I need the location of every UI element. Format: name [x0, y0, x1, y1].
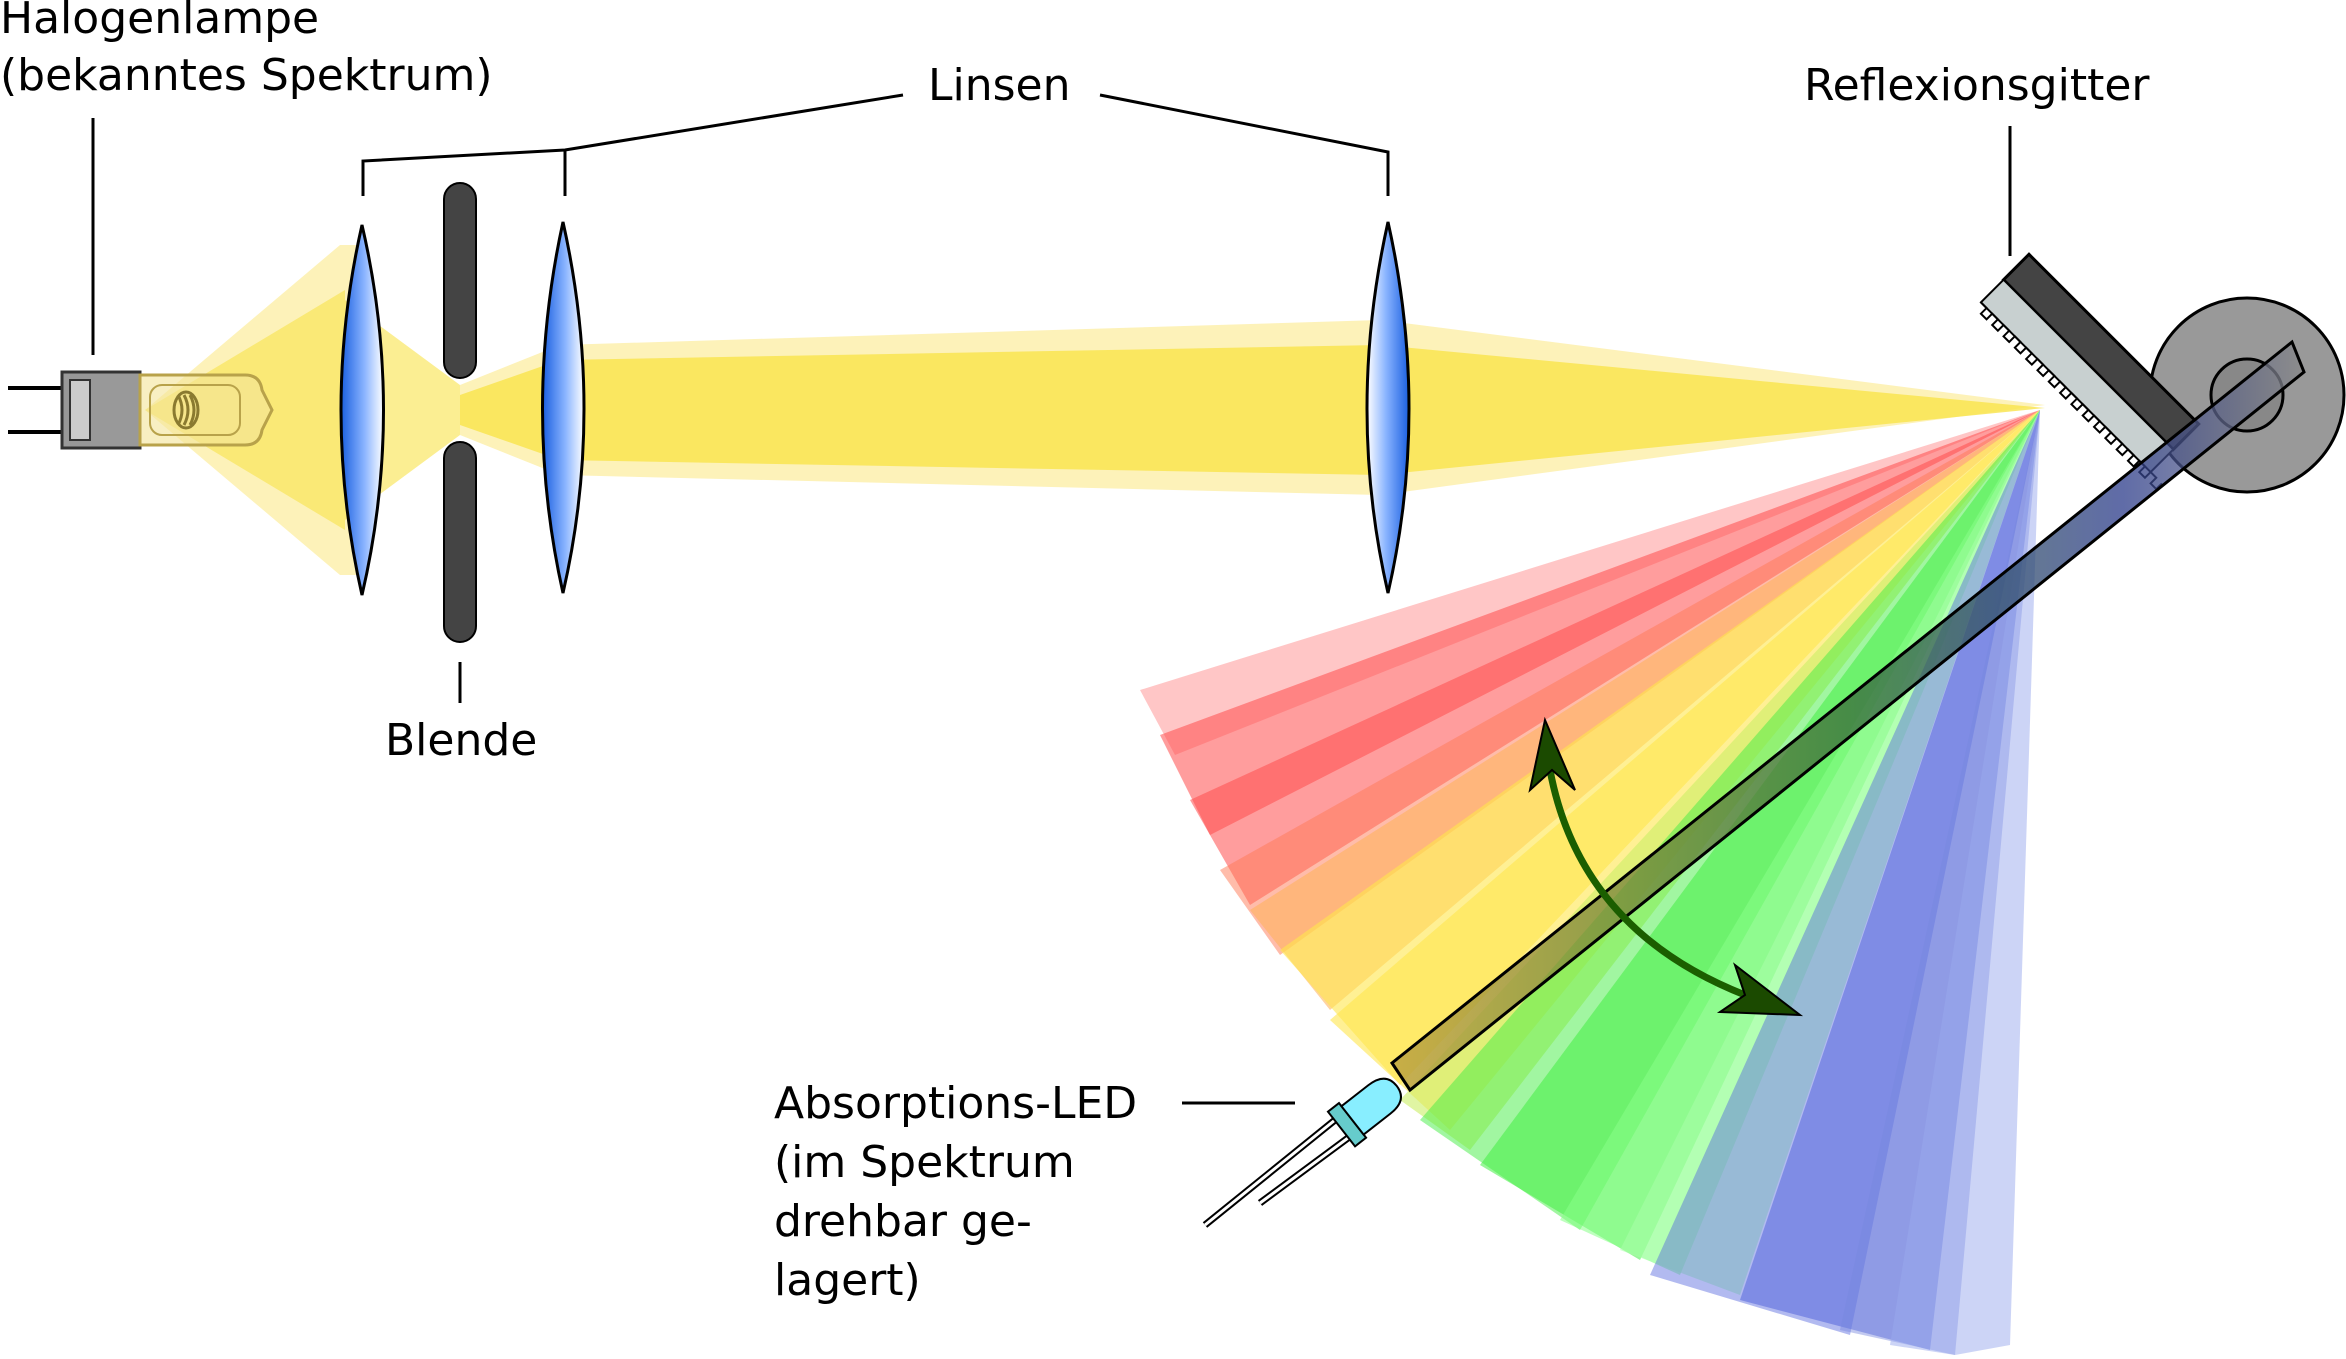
- label-halogen-lamp-spectrum: (bekanntes Spektrum): [0, 50, 493, 101]
- rotating-arm: [1389, 339, 2306, 1093]
- lens-3: [1365, 221, 1411, 594]
- leader-lines: [91, 93, 2012, 1105]
- label-lenses: Linsen: [928, 60, 1071, 111]
- absorption-led: [1202, 1077, 1402, 1228]
- rotation-arrow-icon: [1528, 716, 1804, 1017]
- label-aperture: Blende: [385, 715, 537, 766]
- spectrum-fan: [1140, 410, 2040, 1355]
- lens-2: [541, 221, 586, 594]
- lens-1: [339, 224, 385, 596]
- label-led-note-2: drehbar ge-: [774, 1196, 1032, 1247]
- label-absorption-led: Absorptions-LED: [774, 1078, 1137, 1129]
- aperture: [443, 182, 477, 643]
- input-light-beam: [145, 245, 2045, 575]
- filament-icon: [172, 390, 200, 430]
- reflection-grating: [1979, 252, 2201, 491]
- label-led-note-3: lagert): [774, 1255, 921, 1306]
- halogen-lamp: [8, 370, 274, 450]
- label-halogen-lamp: Halogenlampe: [0, 0, 319, 44]
- label-reflection-grating: Reflexionsgitter: [1804, 60, 2150, 111]
- label-led-note-1: (im Spektrum: [774, 1137, 1075, 1188]
